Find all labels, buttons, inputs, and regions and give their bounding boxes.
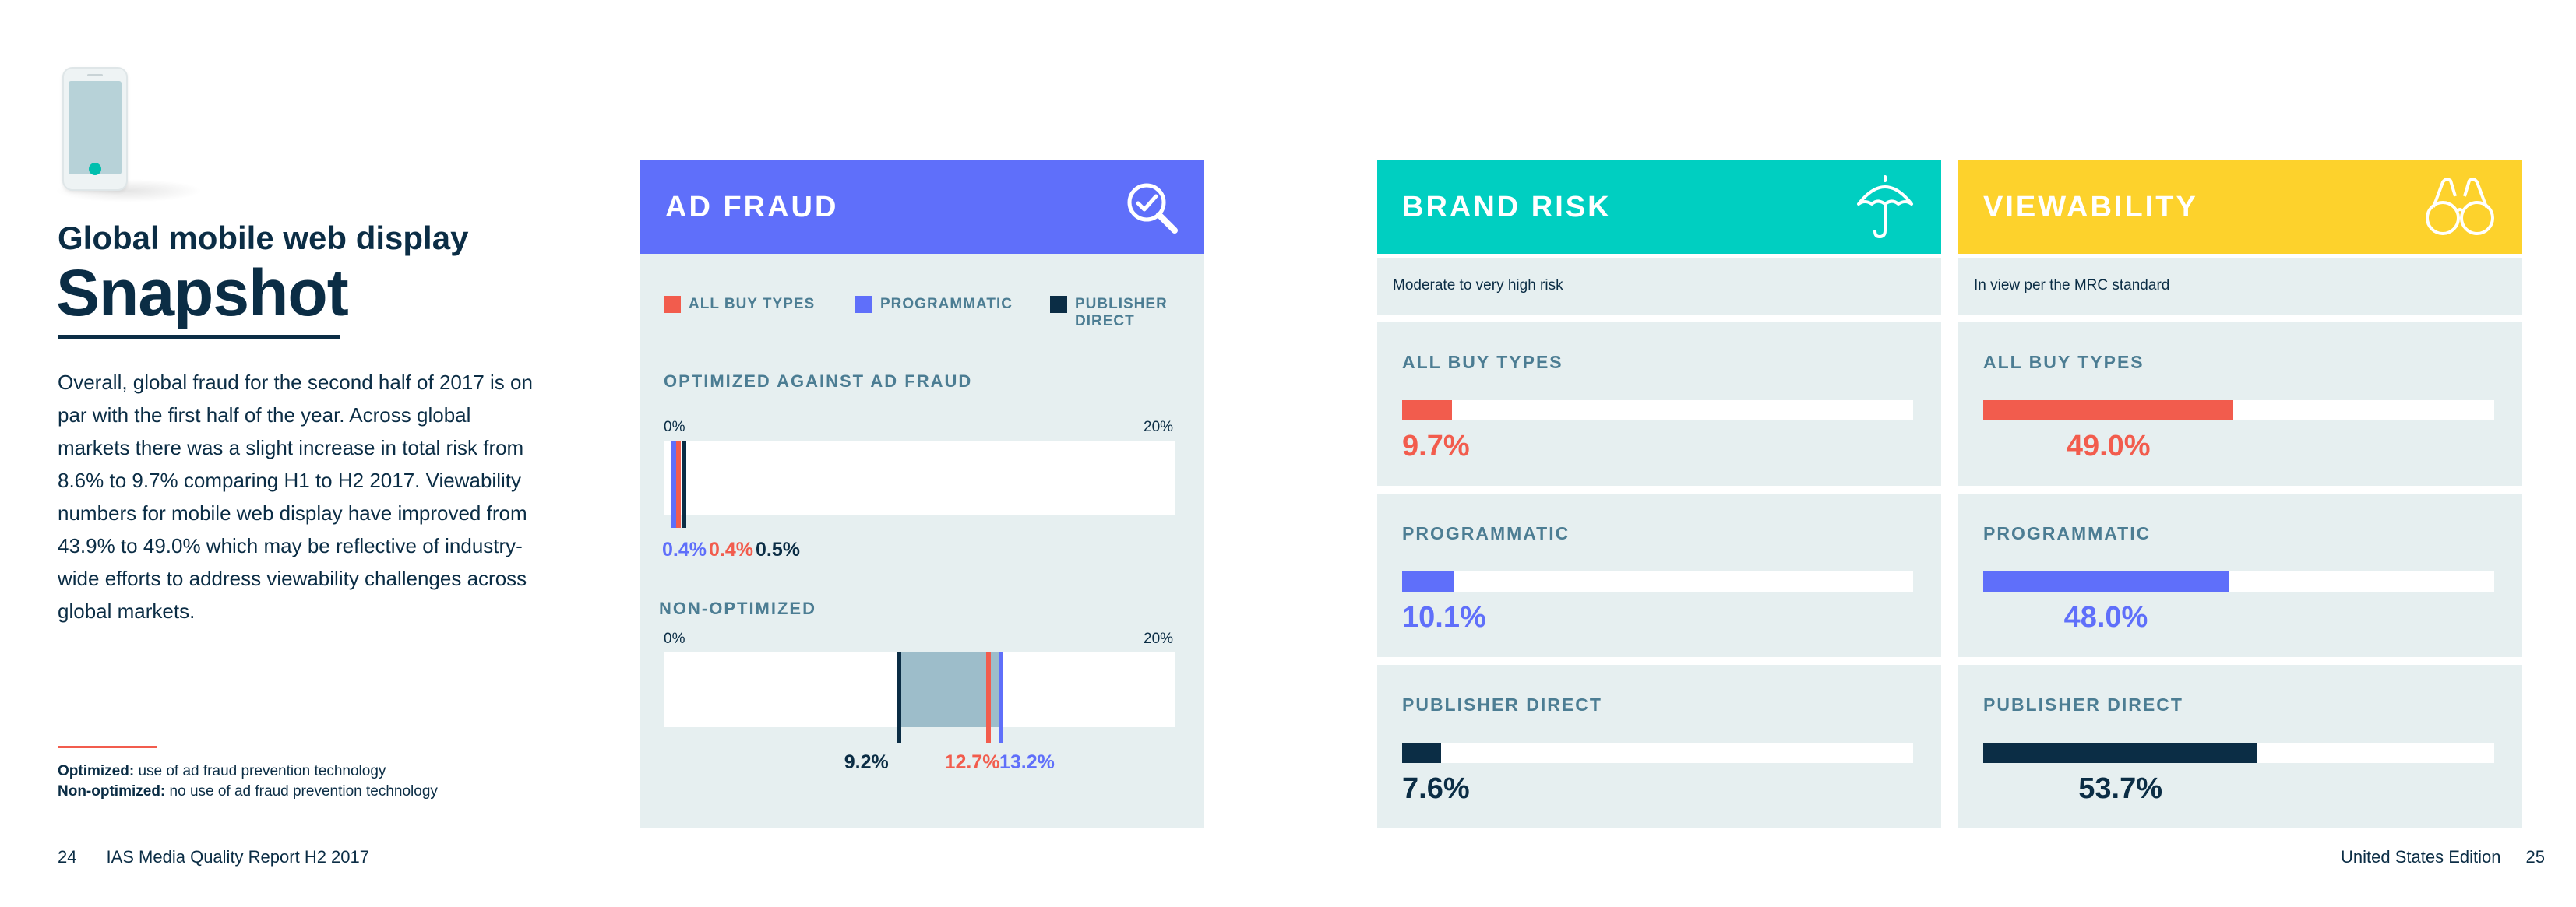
viewability-card-label: PROGRAMMATIC — [1983, 523, 2151, 543]
magnifier-check-icon — [1123, 179, 1179, 235]
brand-risk-value-programmatic: 10.1% — [1402, 601, 1486, 634]
viewability-bar-programmatic — [1983, 571, 2229, 592]
viewability-card-label: ALL BUY TYPES — [1983, 352, 2144, 372]
scale-min-tick: 0% — [664, 419, 685, 435]
brand-risk-bar-all-buy-types — [1402, 400, 1452, 420]
brand-risk-note: Moderate to very high risk — [1393, 277, 1563, 294]
note-optimized: Optimized: use of ad fraud prevention te… — [58, 761, 438, 782]
smartphone-icon — [62, 67, 128, 191]
legend-swatch — [1050, 296, 1067, 313]
notes-divider — [58, 746, 157, 748]
viewability-card-programmatic: PROGRAMMATIC 48.0% — [1958, 494, 2522, 657]
optimized-marker-programmatic — [671, 441, 677, 528]
optimized-track — [664, 441, 1175, 515]
title-underline — [58, 335, 340, 339]
brand-risk-note-card: Moderate to very high risk — [1377, 258, 1941, 315]
footer-right: United States Edition 25 — [2341, 847, 2545, 867]
page-title: Snapshot — [56, 256, 349, 329]
viewability-note-card: In view per the MRC standard — [1958, 258, 2522, 315]
brand-risk-card-programmatic: PROGRAMMATIC 10.1% — [1377, 494, 1941, 657]
page-number-right: 25 — [2525, 847, 2545, 867]
definitions-notes: Optimized: use of ad fraud prevention te… — [58, 761, 438, 802]
non-optimized-marker-publisher-direct — [896, 652, 901, 743]
phone-illustration — [47, 62, 203, 202]
scale-max-tick: 20% — [1144, 419, 1174, 435]
note-term: Optimized: — [58, 763, 135, 779]
viewability-note: In view per the MRC standard — [1974, 277, 2170, 294]
page-subtitle: Global mobile web display — [58, 220, 469, 256]
note-text: no use of ad fraud prevention technology — [165, 783, 438, 800]
viewability-track — [1983, 743, 2494, 763]
viewability-value-all-buy-types: 49.0% — [2066, 430, 2151, 462]
phone-speaker — [87, 74, 103, 76]
non-optimized-marker-programmatic — [998, 652, 1003, 743]
optimized-marker-publisher-direct — [682, 441, 687, 528]
brand-risk-bar-publisher-direct — [1402, 743, 1441, 763]
brand-risk-track — [1402, 743, 1913, 763]
legend-label: PROGRAMMATIC — [880, 296, 1013, 312]
legend-programmatic: PROGRAMMATIC — [855, 296, 1013, 313]
viewability-card-label: PUBLISHER DIRECT — [1983, 694, 2183, 715]
brand-risk-bar-programmatic — [1402, 571, 1454, 592]
legend-swatch — [855, 296, 872, 313]
optimized-value-all-buy-types: 0.4% — [709, 539, 753, 561]
non-optimized-label: NON-OPTIMIZED — [659, 599, 816, 618]
note-non-optimized: Non-optimized: no use of ad fraud preven… — [58, 782, 438, 802]
non-optimized-value-publisher-direct: 9.2% — [844, 751, 889, 773]
optimized-value-publisher-direct: 0.5% — [756, 539, 800, 561]
phone-home-button — [89, 163, 101, 175]
legend-publisher-direct: PUBLISHER DIRECT — [1050, 296, 1175, 330]
brand-risk-card-label: ALL BUY TYPES — [1402, 352, 1563, 372]
brand-risk-card-label: PUBLISHER DIRECT — [1402, 694, 1602, 715]
viewability-track — [1983, 400, 2494, 420]
optimized-marker-all-buy-types — [676, 441, 682, 528]
note-text: use of ad fraud prevention technology — [134, 763, 386, 779]
viewability-track — [1983, 571, 2494, 592]
brand-risk-card-all-buy-types: ALL BUY TYPES 9.7% — [1377, 322, 1941, 486]
viewability-value-programmatic: 48.0% — [2063, 601, 2148, 634]
non-optimized-value-all-buy-types: 12.7% — [944, 751, 1000, 773]
brand-risk-header: BRAND RISK — [1377, 160, 1941, 254]
legend-label: PUBLISHER DIRECT — [1075, 296, 1168, 329]
page-number-left: 24 — [58, 847, 77, 867]
summary-paragraph: Overall, global fraud for the second hal… — [58, 371, 533, 623]
viewability-card-publisher-direct: PUBLISHER DIRECT 53.7% — [1958, 665, 2522, 828]
brand-risk-value-all-buy-types: 9.7% — [1402, 430, 1470, 462]
legend-all-buy-types: ALL BUY TYPES — [664, 296, 815, 313]
brand-risk-title: BRAND RISK — [1402, 190, 1612, 223]
legend-swatch — [664, 296, 681, 313]
brand-risk-track — [1402, 400, 1913, 420]
ad-fraud-title: AD FRAUD — [665, 190, 839, 223]
brand-risk-card-label: PROGRAMMATIC — [1402, 523, 1570, 543]
optimized-label: OPTIMIZED AGAINST AD FRAUD — [664, 371, 973, 391]
brand-risk-track — [1402, 571, 1913, 592]
umbrella-icon — [1854, 174, 1916, 240]
non-optimized-value-programmatic: 13.2% — [999, 751, 1055, 773]
viewability-header: VIEWABILITY — [1958, 160, 2522, 254]
viewability-bar-publisher-direct — [1983, 743, 2258, 763]
binoculars-icon — [2423, 176, 2497, 238]
brand-risk-card-publisher-direct: PUBLISHER DIRECT 7.6% — [1377, 665, 1941, 828]
footer-left: 24 IAS Media Quality Report H2 2017 — [58, 847, 369, 867]
ad-fraud-header: AD FRAUD — [640, 160, 1204, 254]
viewability-bar-all-buy-types — [1983, 400, 2234, 420]
edition-name: United States Edition — [2341, 847, 2501, 867]
non-optimized-range-fill — [898, 652, 1001, 727]
legend-label: ALL BUY TYPES — [689, 296, 816, 312]
scale-min-tick: 0% — [664, 631, 685, 647]
viewability-value-publisher-direct: 53.7% — [2078, 772, 2162, 805]
viewability-title: VIEWABILITY — [1983, 190, 2198, 223]
note-term: Non-optimized: — [58, 783, 166, 800]
scale-max-tick: 20% — [1144, 631, 1174, 647]
non-optimized-marker-all-buy-types — [985, 652, 991, 743]
phone-screen — [69, 81, 122, 174]
brand-risk-value-publisher-direct: 7.6% — [1402, 772, 1470, 805]
optimized-value-programmatic: 0.4% — [662, 539, 707, 561]
viewability-card-all-buy-types: ALL BUY TYPES 49.0% — [1958, 322, 2522, 486]
report-name: IAS Media Quality Report H2 2017 — [106, 847, 369, 867]
